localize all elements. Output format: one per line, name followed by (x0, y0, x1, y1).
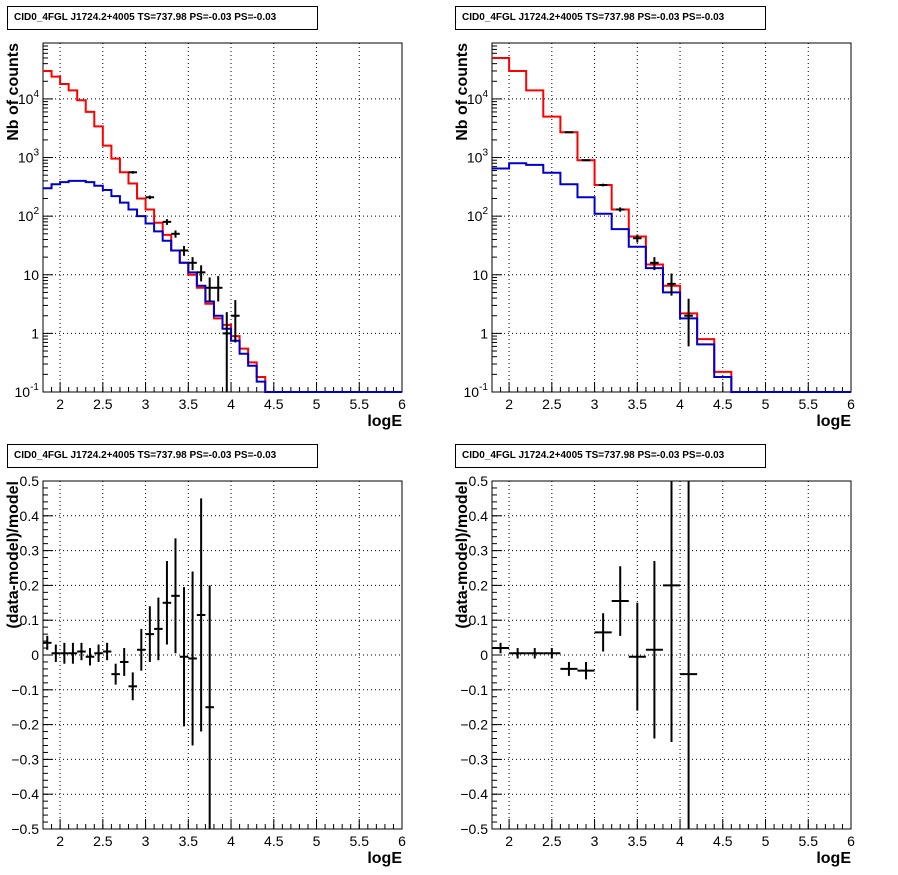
x-axis-label: logE (816, 850, 851, 867)
y-tick-label: 0.5 (469, 473, 489, 489)
plot-frame (42, 42, 403, 393)
x-tick-label: 2 (56, 396, 64, 412)
x-tick-label: 5.5 (350, 396, 370, 412)
x-tick-label: 5 (313, 833, 321, 849)
x-tick-label: 4 (676, 396, 684, 412)
y-tick-label: 102 (467, 206, 489, 224)
y-tick-label: 0.1 (469, 612, 489, 628)
y-tick-label: 0.1 (20, 612, 40, 628)
y-tick-label: 0.3 (20, 543, 40, 559)
x-tick-label: 3.5 (179, 396, 199, 412)
y-tick-label: 103 (18, 148, 40, 166)
x-tick-label: 2.5 (542, 396, 562, 412)
y-tick-label: −0.3 (11, 751, 39, 767)
y-tick-label: 10-1 (15, 382, 40, 400)
x-axis-label: logE (367, 413, 402, 430)
x-tick-label: 2 (56, 833, 64, 849)
x-tick-label: 3 (591, 833, 599, 849)
total-model-histogram (492, 56, 851, 393)
y-axis-label: (data-model)/model (454, 481, 471, 629)
y-tick-label: 0.3 (469, 543, 489, 559)
y-tick-label: −0.4 (460, 786, 488, 802)
x-tick-label: 6 (847, 833, 855, 849)
panel-title-bottom-right: CID0_4FGL J1724.2+4005 TS=737.98 PS=-0.0… (455, 444, 766, 468)
x-tick-label: 4 (227, 396, 235, 412)
x-tick-label: 2.5 (93, 833, 113, 849)
y-axis-label: Nb of counts (454, 43, 471, 141)
x-tick-label: 5 (762, 396, 770, 412)
y-tick-label: −0.4 (11, 786, 39, 802)
y-tick-label: 0.4 (20, 508, 40, 524)
x-tick-label: 3 (142, 833, 150, 849)
x-tick-label: 6 (847, 396, 855, 412)
y-tick-label: 10 (23, 267, 39, 283)
y-axis-label: (data-model)/model (5, 481, 22, 629)
source-model-histogram (492, 162, 851, 393)
y-tick-label: 1 (31, 325, 39, 341)
source-model-histogram (43, 179, 402, 393)
x-tick-label: 2 (505, 833, 513, 849)
x-tick-label: 4.5 (713, 833, 733, 849)
panel-title-top-left: CID0_4FGL J1724.2+4005 TS=737.98 PS=-0.0… (7, 6, 318, 30)
x-tick-label: 5.5 (799, 396, 819, 412)
x-tick-label: 3.5 (628, 833, 648, 849)
x-tick-label: 4.5 (713, 396, 733, 412)
x-tick-label: 3.5 (628, 396, 648, 412)
x-tick-label: 2.5 (93, 396, 113, 412)
y-tick-label: 0.5 (20, 473, 40, 489)
x-tick-label: 5 (313, 396, 321, 412)
y-tick-label: 103 (467, 148, 489, 166)
y-tick-label: 102 (18, 206, 40, 224)
y-tick-label: −0.2 (460, 717, 488, 733)
y-tick-label: 10-1 (464, 382, 489, 400)
y-tick-label: 0 (480, 647, 488, 663)
x-tick-label: 6 (398, 833, 406, 849)
y-tick-label: 1 (480, 325, 488, 341)
plot-frame (42, 480, 403, 830)
x-axis-label: logE (367, 850, 402, 867)
x-tick-label: 4 (227, 833, 235, 849)
x-tick-label: 2.5 (542, 833, 562, 849)
y-tick-label: −0.1 (460, 682, 488, 698)
plot-frame (491, 42, 852, 393)
y-tick-label: −0.2 (11, 717, 39, 733)
chart-panel-3: 2 2.5 3 3.5 4 4.5 5 5.5 6 −0.5 −0.4 −0.3 −0.2 −0.1 0 0.… (454, 473, 855, 867)
y-tick-label: 0.4 (469, 508, 489, 524)
x-tick-label: 4.5 (264, 833, 284, 849)
y-tick-label: 0.2 (469, 577, 489, 593)
y-tick-label: −0.5 (460, 821, 488, 837)
chart-panel-2: 2 2.5 3 3.5 4 4.5 5 5.5 6 −0.5 −0.4 −0.3 −0.2 −0.1 0 0.… (5, 473, 406, 867)
y-axis-label: Nb of counts (5, 43, 22, 141)
panel-title-top-right: CID0_4FGL J1724.2+4005 TS=737.98 PS=-0.0… (455, 6, 766, 30)
chart-panel-1: 2 2.5 3 3.5 4 4.5 5 5.5 610-1110102103104logENb … (454, 42, 855, 430)
x-tick-label: 3 (591, 396, 599, 412)
x-tick-label: 4.5 (264, 396, 284, 412)
y-tick-label: 0.2 (20, 577, 40, 593)
y-tick-label: 0 (31, 647, 39, 663)
x-tick-label: 4 (676, 833, 684, 849)
y-tick-label: −0.3 (460, 751, 488, 767)
panel-title-bottom-left: CID0_4FGL J1724.2+4005 TS=737.98 PS=-0.0… (7, 444, 318, 468)
chart-panel-0: 2 2.5 3 3.5 4 4.5 5 5.5 610-1110102103104logENb … (5, 42, 406, 430)
x-tick-label: 3.5 (179, 833, 199, 849)
x-tick-label: 2 (505, 396, 513, 412)
y-tick-label: −0.5 (11, 821, 39, 837)
x-axis-label: logE (816, 413, 851, 430)
total-model-histogram (43, 69, 402, 393)
x-tick-label: 5.5 (350, 833, 370, 849)
y-tick-label: −0.1 (11, 682, 39, 698)
y-tick-label: 10 (472, 267, 488, 283)
x-tick-label: 3 (142, 396, 150, 412)
x-tick-label: 5.5 (799, 833, 819, 849)
x-tick-label: 6 (398, 396, 406, 412)
x-tick-label: 5 (762, 833, 770, 849)
